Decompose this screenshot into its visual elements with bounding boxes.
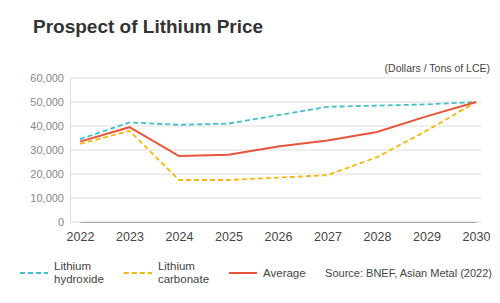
y-tick-label: 50,000 [30, 96, 64, 108]
legend-item: Lithiumcarbonate [124, 260, 209, 285]
x-tick-label: 2024 [166, 230, 194, 244]
grid-line [70, 102, 482, 103]
y-tick: 50,000 [30, 96, 70, 108]
x-tick-label: 2025 [215, 230, 243, 244]
x-tick: 2027 [314, 222, 342, 244]
x-tick-label: 2026 [265, 230, 293, 244]
legend: Lithiumhydroxide Lithiumcarbonate Average [20, 260, 306, 285]
y-tick: 30,000 [30, 144, 70, 156]
grid-line [70, 150, 482, 151]
x-tick: 2030 [463, 222, 491, 244]
grid-line [70, 126, 482, 127]
y-tick-label: 0 [58, 216, 64, 228]
x-tick: 2029 [413, 222, 441, 244]
y-tick: 40,000 [30, 120, 70, 132]
x-tick: 2028 [364, 222, 392, 244]
y-axis-line [70, 79, 71, 223]
grid [70, 78, 482, 222]
x-tick: 2025 [215, 222, 243, 244]
x-tick: 2026 [265, 222, 293, 244]
x-tick: 2023 [116, 222, 144, 244]
y-tick-label: 40,000 [30, 120, 64, 132]
x-tick-label: 2030 [463, 230, 491, 244]
grid-line [70, 78, 482, 79]
x-tick-label: 2022 [67, 230, 95, 244]
y-tick: 0 [58, 216, 70, 228]
legend-swatch [229, 272, 257, 274]
grid-line [70, 222, 482, 223]
chart: Prospect of Lithium Price (Dollars / Tons… [0, 0, 500, 303]
x-tick-label: 2023 [116, 230, 144, 244]
grid-line [70, 174, 482, 175]
subtitle: (Dollars / Tons of LCE) [385, 62, 490, 74]
legend-item: Average [229, 267, 306, 279]
x-tick: 2024 [166, 222, 194, 244]
y-tick: 20,000 [30, 168, 70, 180]
x-tick-label: 2029 [413, 230, 441, 244]
legend-swatch [20, 272, 48, 274]
y-axis: 0 10,000 20,000 30,000 40,000 50,000 60,000 [30, 72, 70, 228]
y-tick: 10,000 [30, 192, 70, 204]
legend-item: Lithiumhydroxide [20, 260, 104, 285]
series-line [80, 102, 476, 180]
x-tick-label: 2028 [364, 230, 392, 244]
grid-line [70, 198, 482, 199]
y-tick-label: 20,000 [30, 168, 64, 180]
x-axis: 2022 2023 2024 2025 2026 2027 2028 2029 2030 [67, 222, 491, 244]
y-tick-label: 30,000 [30, 144, 64, 156]
y-tick-label: 60,000 [30, 72, 64, 84]
series-line [80, 102, 476, 156]
legend-label: Average [263, 267, 306, 279]
legend-label: Lithiumcarbonate [158, 260, 209, 285]
legend-label: Lithiumhydroxide [54, 260, 104, 285]
y-tick-label: 10,000 [30, 192, 64, 204]
lines [80, 102, 476, 180]
x-axis-line [81, 222, 477, 223]
y-tick: 60,000 [30, 72, 70, 84]
x-tick-label: 2027 [314, 230, 342, 244]
source: Source: BNEF, Asian Metal (2022) [325, 267, 492, 279]
title: Prospect of Lithium Price [33, 16, 263, 37]
legend-swatch [124, 272, 152, 274]
x-tick: 2022 [67, 222, 95, 244]
